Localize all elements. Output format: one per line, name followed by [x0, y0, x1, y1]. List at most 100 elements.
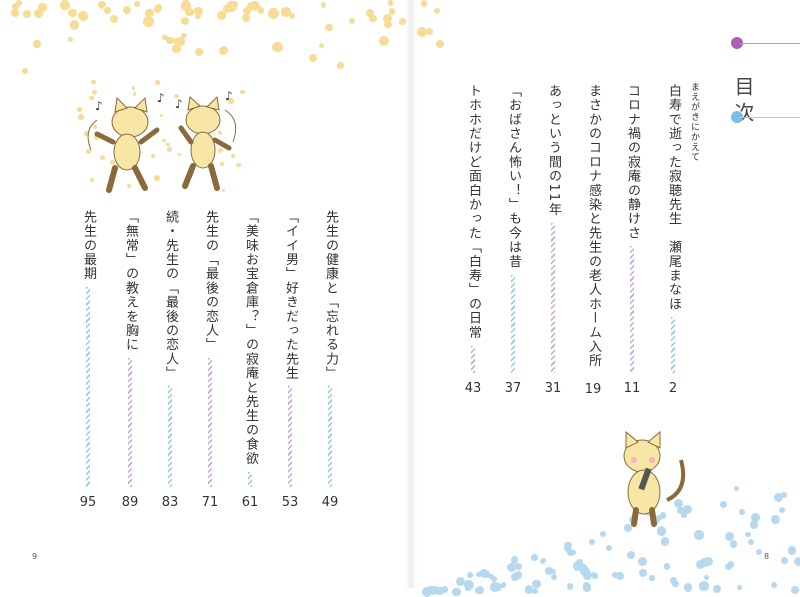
yellow-dot: [420, 0, 428, 7]
toc-entry[interactable]: あっという間の11年 31: [542, 84, 564, 396]
yellow-dot: [435, 39, 444, 48]
yellow-dot: [309, 54, 318, 62]
blue-dot: [791, 585, 800, 595]
blue-dot: [544, 566, 553, 575]
blue-dot: [780, 492, 787, 499]
blue-dot: [638, 569, 647, 578]
blue-dot: [770, 581, 778, 589]
leader-hatch: [288, 386, 292, 487]
blue-dot: [605, 545, 612, 552]
toc-entry[interactable]: 「イイ男」好きだった先生 53: [279, 210, 301, 510]
leader-hatch: [168, 386, 172, 487]
yellow-dot: [127, 184, 132, 189]
yellow-dot: [185, 8, 194, 17]
blue-dot: [566, 583, 574, 590]
blue-dot: [745, 531, 752, 538]
blue-dot: [683, 504, 693, 514]
entry-title: コロナ禍の寂庵の静けさ: [625, 84, 640, 241]
yellow-dot: [33, 8, 43, 18]
blue-dot: [749, 520, 759, 529]
blue-dot: [739, 508, 745, 515]
blue-dot: [720, 500, 728, 508]
yellow-dot: [173, 37, 180, 45]
entry-page-number: 95: [79, 495, 97, 510]
blue-dot: [510, 556, 519, 564]
yellow-dot: [320, 1, 327, 8]
toc-entry[interactable]: 「美味お宝倉庫？」の寂庵と先生の食欲 61: [239, 210, 261, 510]
blue-dot: [755, 548, 763, 556]
leader-hatch: [328, 386, 332, 487]
yellow-dot: [69, 20, 79, 30]
toc-entry[interactable]: 先生の健康と「忘れる力」 49: [319, 210, 341, 510]
yellow-dot: [383, 20, 392, 29]
toc-entry[interactable]: 白寿で逝った寂聴先生 瀬尾まなほ 2: [662, 84, 684, 396]
yellow-dot: [12, 3, 20, 11]
blue-dot: [550, 568, 556, 574]
yellow-dot: [181, 1, 192, 12]
yellow-dot: [133, 1, 140, 8]
yellow-dot: [217, 130, 222, 135]
toc-entry[interactable]: 「無常」の教えを胸に 89: [119, 210, 141, 510]
entry-title: 「美味お宝倉庫？」の寂庵と先生の食欲: [243, 210, 258, 466]
entry-title: 「おばさん怖い！」も今は昔: [506, 84, 521, 269]
blue-dot: [589, 539, 596, 546]
blue-dot: [511, 573, 519, 581]
yellow-dot: [250, 1, 261, 12]
blue-dot: [773, 492, 783, 502]
toc-entry[interactable]: 続・先生の「最後の恋人」 83: [159, 210, 181, 510]
yellow-dot: [240, 89, 245, 95]
toc-entry[interactable]: 先生の最期 95: [77, 210, 99, 510]
yellow-dot: [217, 147, 224, 154]
blue-dot: [490, 581, 500, 592]
blue-dot: [656, 525, 667, 536]
entry-title: 続・先生の「最後の恋人」: [163, 210, 178, 381]
blue-dot: [515, 562, 523, 570]
yellow-dot: [177, 152, 182, 157]
yellow-dot: [98, 0, 106, 9]
yellow-dot: [382, 14, 392, 24]
yellow-dot: [100, 154, 105, 160]
leader-hatch: [511, 274, 515, 373]
entry-page-number: 31: [544, 381, 562, 396]
blue-dot: [600, 530, 607, 538]
blue-dot: [781, 557, 788, 564]
toc-entry[interactable]: 「おばさん怖い！」も今は昔 37: [502, 84, 524, 396]
blue-dot: [677, 506, 685, 515]
toc-entry[interactable]: コロナ禍の寂庵の静けさ 11: [621, 84, 643, 396]
toc-entry[interactable]: トホホだけど面白かった「白寿」の日常 43: [462, 84, 484, 396]
yellow-dot: [37, 3, 47, 13]
yellow-dot: [242, 14, 250, 22]
blue-dot: [467, 571, 474, 578]
blue-dot: [490, 575, 497, 582]
entry-page-number: 11: [623, 381, 641, 396]
preface-label: まえがきにかえて: [689, 82, 699, 162]
entry-page-number: 61: [241, 495, 259, 510]
yellow-dot: [257, 7, 265, 14]
blue-dot: [580, 566, 590, 576]
blue-dot: [674, 499, 684, 509]
blue-dot: [649, 575, 655, 581]
yellow-dot: [159, 113, 163, 118]
toc-entry[interactable]: まさかのコロナ感染と先生の老人ホーム入所 19: [582, 84, 604, 397]
leader-hatch: [671, 317, 675, 373]
entry-title: あっという間の11年: [546, 84, 561, 217]
yellow-dot: [22, 68, 29, 75]
blue-dot: [712, 584, 721, 593]
yellow-dot: [325, 23, 333, 32]
dancing-cats-illustration: ♪ ♪ ♪ ♪: [87, 89, 237, 193]
yellow-dot: [33, 40, 41, 49]
blue-dot: [532, 580, 541, 589]
yellow-dot: [167, 147, 172, 152]
yellow-dot: [150, 153, 155, 158]
blue-dot: [659, 511, 667, 519]
yellow-dot: [318, 42, 325, 49]
yellow-dot: [155, 3, 162, 11]
svg-text:♪: ♪: [225, 89, 233, 103]
entry-title: 先生の最期: [81, 210, 96, 281]
toc-entry[interactable]: 先生の「最後の恋人」 71: [199, 210, 221, 510]
entry-page-number: 43: [464, 381, 482, 396]
yellow-dot: [337, 62, 344, 69]
blue-dot: [733, 485, 740, 492]
leader-hatch: [551, 222, 555, 373]
yellow-dot: [60, 0, 70, 10]
